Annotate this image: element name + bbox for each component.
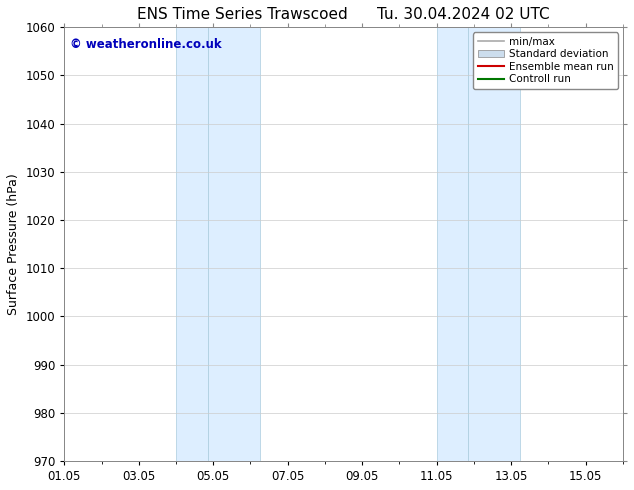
Legend: min/max, Standard deviation, Ensemble mean run, Controll run: min/max, Standard deviation, Ensemble me… xyxy=(474,32,618,89)
Bar xyxy=(437,27,469,461)
Bar xyxy=(176,27,208,461)
Text: © weatheronline.co.uk: © weatheronline.co.uk xyxy=(70,38,221,51)
Y-axis label: Surface Pressure (hPa): Surface Pressure (hPa) xyxy=(7,173,20,315)
Bar xyxy=(208,27,260,461)
Bar xyxy=(469,27,521,461)
Title: ENS Time Series Trawscoed      Tu. 30.04.2024 02 UTC: ENS Time Series Trawscoed Tu. 30.04.2024… xyxy=(138,7,550,22)
